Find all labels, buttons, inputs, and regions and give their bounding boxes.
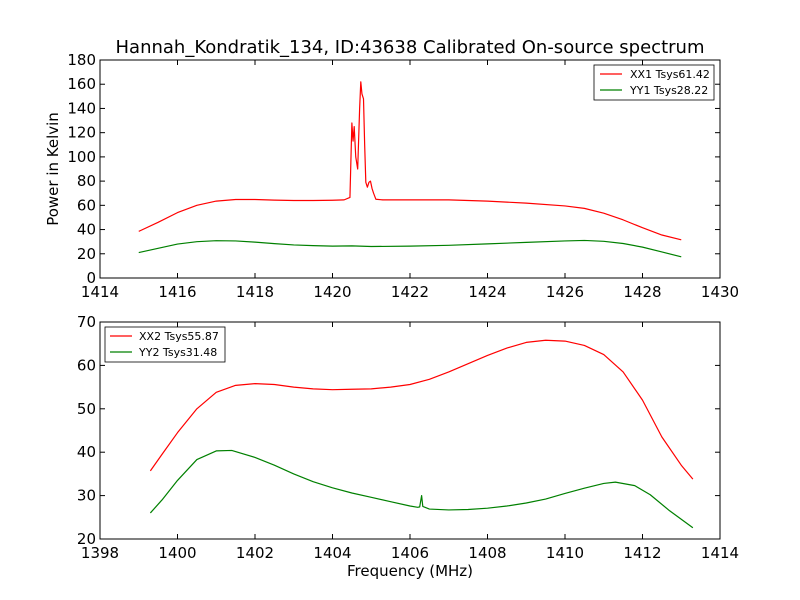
bottom-x-tick-label: 1400 — [158, 544, 196, 562]
top-y-tick-label: 80 — [77, 172, 96, 190]
bottom-series-yy2-line — [149, 449, 694, 529]
top-x-tick-label: 1424 — [468, 283, 506, 301]
bottom-chart: Frequency (MHz) 1398 1400 1402 1404 1406 1408… — [77, 313, 739, 580]
top-legend: XX1 Tsys61.42 YY1 Tsys28.22 — [593, 64, 715, 101]
bottom-y-tick-label: 60 — [77, 356, 96, 374]
top-y-tick-label: 140 — [67, 99, 96, 117]
bottom-x-tick-label: 1402 — [236, 544, 274, 562]
top-x-tick-label: 1430 — [701, 283, 739, 301]
top-y-tick-label: 160 — [67, 75, 96, 93]
top-legend-box — [593, 64, 715, 101]
bottom-x-tick-label: 1410 — [546, 544, 584, 562]
bottom-y-tick-label: 50 — [77, 400, 96, 418]
top-y-tick-label: 20 — [77, 245, 96, 263]
bottom-x-tick-label: 1404 — [313, 544, 351, 562]
bottom-x-tick-label: 1414 — [701, 544, 739, 562]
bottom-y-tick-label: 30 — [77, 487, 96, 505]
bottom-x-tick-label: 1398 — [81, 544, 119, 562]
bottom-legend-label-yy2: YY2 Tsys31.48 — [138, 346, 217, 359]
bottom-ticks: 1398 1400 1402 1404 1406 1408 1410 1412 1414 20 30… — [77, 313, 739, 562]
top-y-tick-label: 0 — [86, 269, 96, 287]
top-legend-label-yy1: YY1 Tsys28.22 — [629, 84, 708, 97]
top-chart-title: Hannah_Kondratik_134, ID:43638 Calibrate… — [116, 37, 705, 58]
top-series-yy1-line — [138, 239, 682, 258]
top-ticks: 1414 1416 1418 1420 1422 1424 1426 1428 1430 0 20 4… — [67, 51, 739, 301]
top-chart: Hannah_Kondratik_134, ID:43638 Calibrate… — [44, 37, 739, 301]
top-series — [138, 81, 682, 258]
bottom-y-tick-label: 40 — [77, 443, 96, 461]
top-y-tick-label: 60 — [77, 196, 96, 214]
top-x-tick-label: 1422 — [391, 283, 429, 301]
bottom-legend-label-xx2: XX2 Tsys55.87 — [139, 330, 219, 343]
top-y-tick-label: 180 — [67, 51, 96, 69]
top-chart-ylabel: Power in Kelvin — [44, 112, 62, 226]
top-y-tick-label: 100 — [67, 148, 96, 166]
bottom-y-tick-label: 20 — [77, 530, 96, 548]
bottom-x-tick-label: 1406 — [391, 544, 429, 562]
bottom-series-xx2-line — [149, 339, 694, 480]
top-x-tick-label: 1418 — [236, 283, 274, 301]
bottom-chart-xlabel: Frequency (MHz) — [347, 562, 473, 580]
top-x-tick-label: 1428 — [623, 283, 661, 301]
bottom-legend-box — [104, 326, 226, 363]
bottom-series — [149, 339, 694, 529]
bottom-legend: XX2 Tsys55.87 YY2 Tsys31.48 — [104, 326, 226, 363]
bottom-y-tick-label: 70 — [77, 313, 96, 331]
top-x-tick-label: 1426 — [546, 283, 584, 301]
top-x-tick-label: 1420 — [313, 283, 351, 301]
top-x-tick-label: 1416 — [158, 283, 196, 301]
top-y-tick-label: 40 — [77, 221, 96, 239]
top-series-xx1-line — [138, 81, 682, 241]
top-legend-label-xx1: XX1 Tsys61.42 — [630, 68, 710, 81]
bottom-x-tick-label: 1412 — [623, 544, 661, 562]
bottom-x-tick-label: 1408 — [468, 544, 506, 562]
top-y-tick-label: 120 — [67, 124, 96, 142]
top-x-tick-label: 1414 — [81, 283, 119, 301]
